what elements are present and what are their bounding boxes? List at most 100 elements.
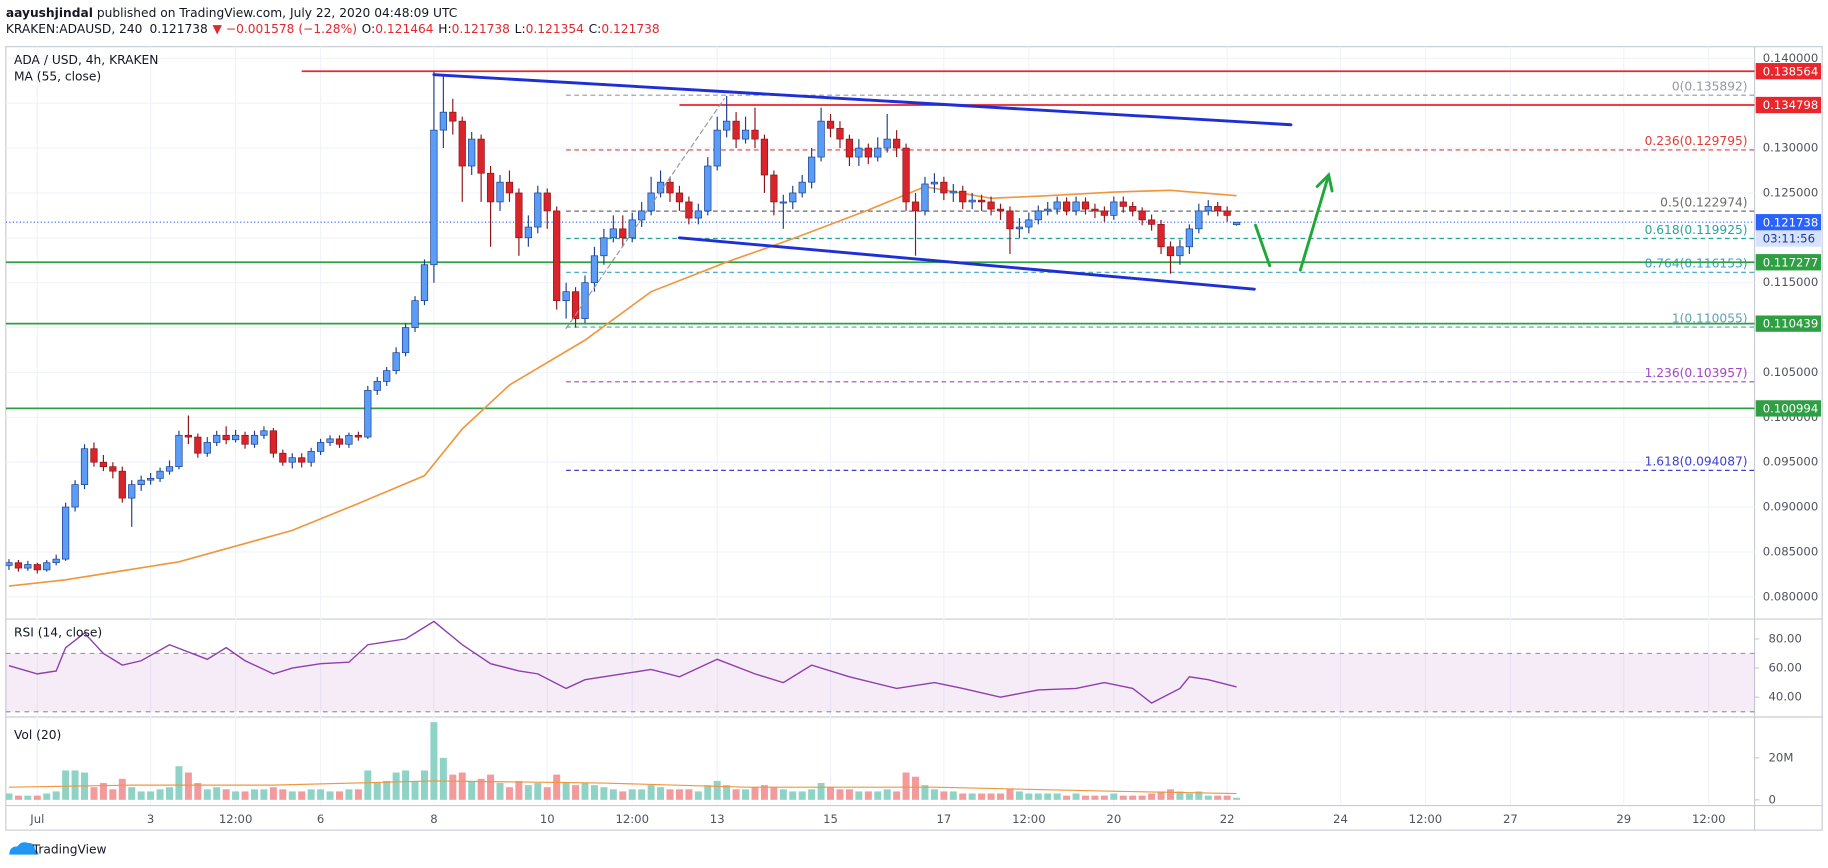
volume-bar — [572, 785, 580, 800]
candle-body — [1129, 206, 1137, 212]
candle-body — [1214, 206, 1222, 212]
volume-pane — [5, 722, 1241, 800]
fib-label: 1(0.110055) — [1672, 311, 1748, 325]
volume-tick-label: 20M — [1769, 750, 1794, 764]
candle-body — [1006, 210, 1014, 230]
y-tick-label: 0.080000 — [1763, 589, 1819, 603]
price-change: ▼ −0.001578 (−1.28%) — [213, 22, 357, 36]
symbol: KRAKEN:ADAUSD, 240 — [6, 22, 143, 36]
candle-body — [940, 181, 948, 194]
volume-bar — [241, 791, 249, 800]
volume-bar — [307, 789, 315, 800]
volume-bar — [383, 780, 391, 800]
candle-body — [392, 352, 400, 371]
volume-bar — [1034, 793, 1042, 800]
candle-body — [1166, 246, 1175, 257]
volume-bar — [326, 791, 334, 800]
candle-body — [1157, 224, 1165, 248]
x-tick-label: 8 — [430, 812, 437, 826]
candle-body — [779, 201, 787, 204]
candle-body — [1232, 221, 1241, 226]
ma-line — [8, 185, 1237, 587]
y-tick-label: 0.090000 — [1763, 500, 1819, 514]
volume-bar — [156, 789, 164, 800]
volume-bar — [1195, 791, 1203, 800]
volume-bar — [770, 787, 778, 800]
candle-body — [675, 192, 684, 203]
candle-body — [1062, 201, 1071, 212]
volume-bar — [562, 783, 570, 800]
volume-bar — [1006, 789, 1014, 800]
candle-body — [987, 201, 995, 210]
volume-bar — [675, 789, 683, 800]
volume-bar — [855, 791, 863, 800]
volume-bar — [1129, 795, 1137, 800]
volume-bar — [298, 791, 306, 800]
volume-bar — [742, 789, 750, 800]
drawing — [677, 236, 1256, 291]
candle-body — [845, 138, 854, 158]
candle-body — [1119, 201, 1127, 207]
x-tick-label: 20 — [1106, 812, 1121, 826]
candle-body — [921, 183, 929, 212]
volume-bar — [1176, 791, 1184, 800]
volume-bar — [685, 789, 693, 800]
header-line-2: KRAKEN:ADAUSD, 240 0.121738 ▼ −0.001578 (−… — [6, 22, 660, 36]
candle-body — [279, 452, 287, 463]
volume-bar — [402, 770, 410, 800]
volume-bar — [949, 791, 957, 800]
volume-bar — [1214, 795, 1222, 800]
volume-bar — [987, 793, 995, 800]
volume-bar — [449, 774, 457, 800]
volume-bar — [638, 789, 646, 800]
volume-bar — [411, 780, 419, 800]
candle-body — [439, 111, 447, 131]
volume-bar — [779, 789, 787, 800]
volume-bar — [194, 783, 202, 800]
candle-body — [524, 226, 532, 239]
countdown-tag-bg — [1755, 230, 1822, 247]
candle-body — [1034, 210, 1042, 221]
volume-bar — [1100, 795, 1108, 800]
candle-body — [383, 370, 391, 382]
volume-bar — [1063, 795, 1071, 800]
candle-body — [732, 120, 740, 140]
last-price: 0.121738 — [149, 22, 207, 36]
volume-bar — [52, 791, 60, 800]
volume-bar — [836, 789, 844, 800]
fib-label: 0.236(0.129795) — [1645, 134, 1748, 148]
fib-label: 0.618(0.119925) — [1645, 223, 1748, 237]
candle-body — [1185, 228, 1193, 248]
candle-body — [411, 300, 419, 328]
candle-body — [316, 442, 325, 452]
candle-body — [571, 291, 580, 319]
volume-bar — [184, 772, 192, 800]
volume-bar — [789, 791, 797, 800]
volume-bar — [978, 793, 986, 800]
candle-body — [373, 381, 381, 391]
fib-label: 1.236(0.103957) — [1645, 366, 1748, 380]
volume-bar — [345, 789, 353, 800]
candle-body — [619, 228, 627, 239]
volume-bar — [496, 783, 504, 800]
candle-body — [486, 172, 495, 203]
volume-bar — [288, 791, 296, 800]
candle-body — [1138, 210, 1146, 221]
candle-body — [1176, 246, 1184, 257]
candle-body — [817, 120, 825, 158]
volume-bar — [373, 783, 381, 800]
price-tag: 0.121738 — [1763, 215, 1819, 229]
volume-bar — [694, 791, 702, 800]
volume-bar — [1223, 795, 1231, 800]
rsi-tick-label: 40.00 — [1769, 690, 1802, 704]
candle-body — [109, 466, 117, 472]
volume-bar — [534, 783, 542, 800]
candle-body — [978, 199, 986, 203]
volume-bar — [817, 783, 825, 800]
volume-bar — [203, 789, 211, 800]
level-tag-bg — [1755, 96, 1822, 114]
volume-bar — [1015, 791, 1023, 800]
candle-body — [1025, 219, 1033, 228]
volume-bar — [1138, 795, 1146, 800]
candle-body — [789, 192, 797, 203]
